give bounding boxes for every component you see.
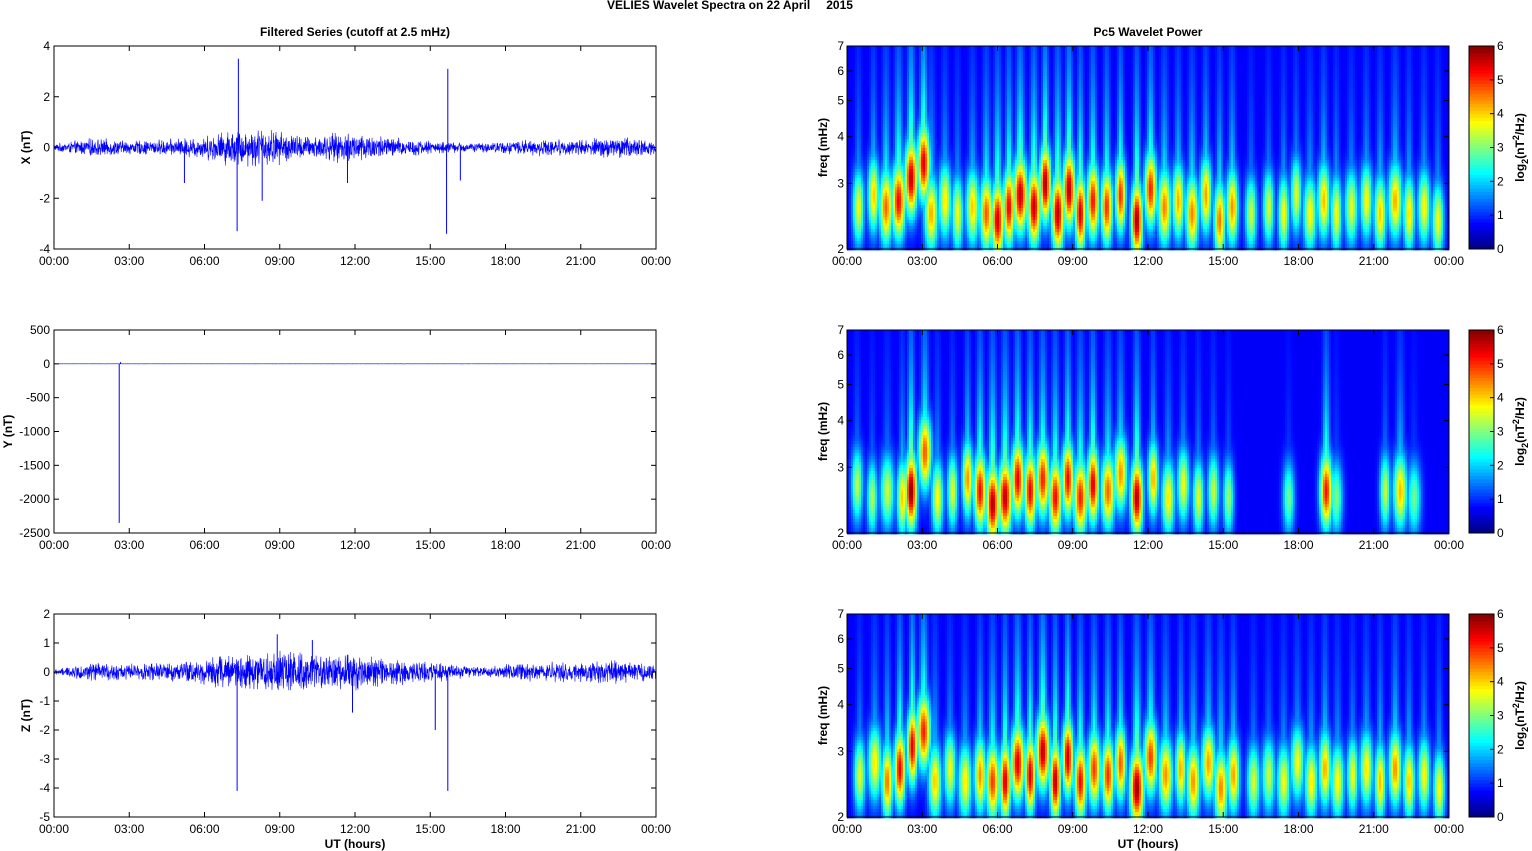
y-tick-label: 2: [43, 607, 50, 621]
y-tick-label: -4: [39, 781, 50, 795]
plot-area: [54, 330, 656, 533]
y-tick-label: 0: [43, 357, 50, 371]
x-tick-label: 21:00: [566, 254, 596, 268]
y-tick-label: -2: [39, 191, 50, 205]
y-tick-label: -1000: [19, 425, 50, 439]
plot-area: [54, 614, 656, 817]
right-column-title: Pc5 Wavelet Power: [1094, 25, 1203, 39]
x-tick-label: 03:00: [114, 538, 144, 552]
x-tick-label: 03:00: [114, 822, 144, 836]
y-tick-label: -1: [39, 694, 50, 708]
x-tick-label: 21:00: [566, 822, 596, 836]
left-xlabel: UT (hours): [325, 837, 386, 851]
x-tick-label: 12:00: [340, 254, 370, 268]
y-tick-label: -2: [39, 723, 50, 737]
x-tick-label: 00:00: [39, 538, 69, 552]
y-axis-label: Y (nT): [1, 415, 15, 449]
x-tick-label: 09:00: [265, 822, 295, 836]
x-tick-label: 00:00: [641, 538, 671, 552]
x-tick-label: 03:00: [114, 254, 144, 268]
x-tick-label: 00:00: [39, 254, 69, 268]
y-axis-label: Z (nT): [19, 699, 33, 732]
y-tick-label: 0: [43, 141, 50, 155]
y-tick-label: 500: [30, 323, 50, 337]
x-tick-label: 21:00: [566, 538, 596, 552]
x-tick-label: 06:00: [189, 538, 219, 552]
x-tick-label: 18:00: [490, 538, 520, 552]
left-column-title: Filtered Series (cutoff at 2.5 mHz): [260, 25, 450, 39]
y-axis-label: X (nT): [19, 131, 33, 165]
y-tick-label: 1: [43, 636, 50, 650]
y-tick-label: 0: [43, 665, 50, 679]
x-tick-label: 18:00: [490, 254, 520, 268]
x-tick-label: 06:00: [189, 822, 219, 836]
x-tick-label: 12:00: [340, 822, 370, 836]
x-tick-label: 06:00: [189, 254, 219, 268]
y-tick-label: -500: [26, 391, 50, 405]
y-tick-label: 2: [43, 90, 50, 104]
right-xlabel: UT (hours): [1118, 837, 1179, 851]
y-tick-label: -2000: [19, 492, 50, 506]
y-tick-label: -1500: [19, 458, 50, 472]
y-tick-label: -3: [39, 752, 50, 766]
heatmap-cells: [847, 46, 1449, 250]
x-tick-label: 09:00: [265, 254, 295, 268]
x-tick-label: 15:00: [415, 254, 445, 268]
x-tick-label: 09:00: [265, 538, 295, 552]
x-tick-label: 00:00: [641, 254, 671, 268]
x-tick-label: 00:00: [39, 822, 69, 836]
figure-suptitle: VELIES Wavelet Spectra on 22 April 2015: [607, 0, 853, 12]
y-tick-label: 4: [43, 39, 50, 53]
x-tick-label: 00:00: [641, 822, 671, 836]
x-tick-label: 15:00: [415, 538, 445, 552]
x-tick-label: 12:00: [340, 538, 370, 552]
x-tick-label: 18:00: [490, 822, 520, 836]
x-tick-label: 15:00: [415, 822, 445, 836]
